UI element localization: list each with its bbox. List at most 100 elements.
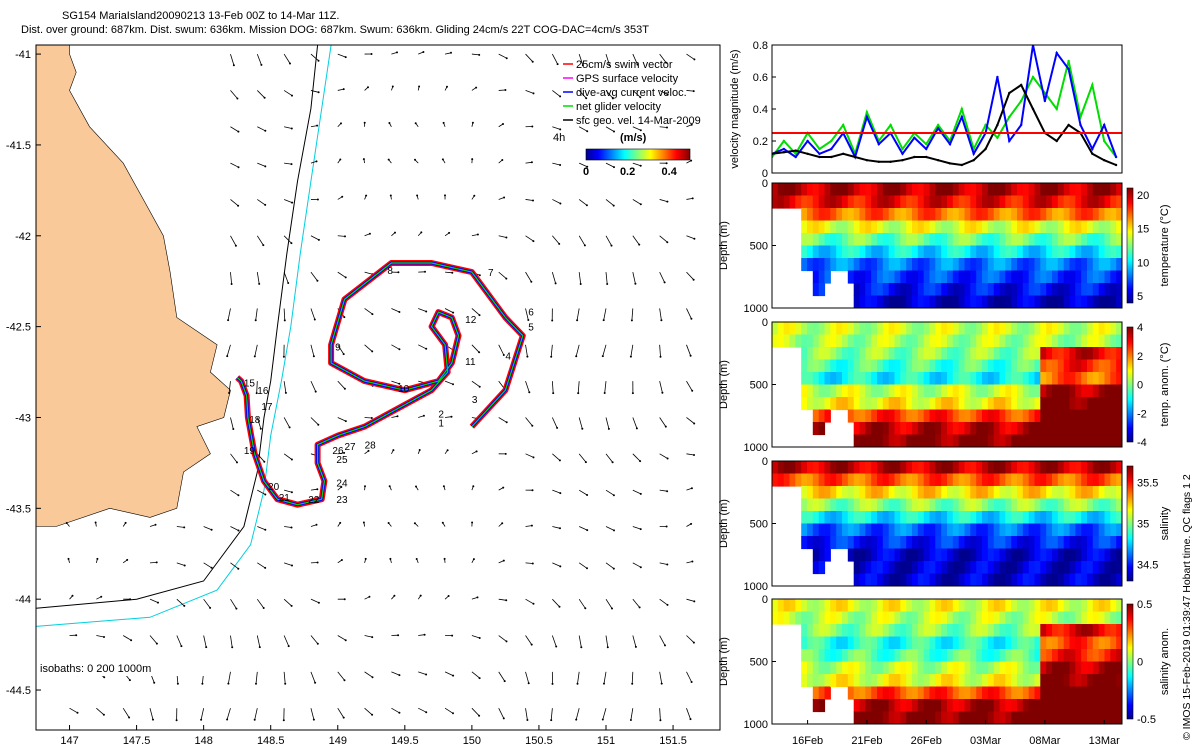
section-cell bbox=[970, 295, 977, 308]
section-cell bbox=[1092, 208, 1100, 222]
section-cell bbox=[824, 183, 831, 197]
sfc-arrow-head bbox=[638, 243, 641, 246]
section-cell bbox=[1069, 686, 1076, 700]
section-cell bbox=[847, 649, 855, 663]
section-cell bbox=[812, 699, 820, 713]
sfc-arrow bbox=[525, 53, 533, 62]
sfc-arrow bbox=[659, 708, 661, 721]
section-cell bbox=[877, 183, 884, 197]
sfc-arrow bbox=[337, 452, 345, 455]
section-cell bbox=[929, 322, 936, 336]
section-cell bbox=[982, 498, 989, 512]
section-cell bbox=[847, 183, 855, 197]
section-cell bbox=[812, 473, 820, 487]
section-cell bbox=[1046, 636, 1053, 650]
section-cell bbox=[1104, 409, 1111, 423]
section-cell bbox=[888, 548, 896, 562]
section-cell bbox=[935, 686, 942, 700]
section-cell bbox=[1046, 397, 1053, 411]
section-cell bbox=[1005, 599, 1012, 613]
section-cell bbox=[1022, 561, 1030, 575]
section-cell bbox=[1011, 270, 1018, 284]
section-cell bbox=[842, 183, 849, 197]
section-cell bbox=[894, 334, 901, 348]
section-cell bbox=[947, 636, 954, 650]
sfc-arrow bbox=[254, 344, 258, 357]
section-cell bbox=[882, 573, 890, 586]
sfc-arrow-head bbox=[317, 91, 320, 94]
section-cell bbox=[935, 711, 942, 724]
section-cell bbox=[1075, 473, 1082, 487]
section-cell bbox=[999, 347, 1006, 361]
velocity-point bbox=[913, 136, 916, 139]
section-cell bbox=[783, 461, 791, 475]
sfc-arrow bbox=[149, 635, 158, 644]
section-cell bbox=[1005, 611, 1012, 625]
section-cell bbox=[1081, 233, 1088, 247]
section-cell bbox=[1087, 498, 1094, 512]
section-cell bbox=[958, 699, 966, 713]
section-cell bbox=[1052, 397, 1059, 411]
section-cell bbox=[935, 536, 942, 550]
section-cell bbox=[1110, 636, 1117, 650]
section-cell bbox=[947, 245, 954, 259]
section-cell bbox=[818, 220, 826, 234]
sfc-arrow-head bbox=[342, 716, 345, 719]
section-cell bbox=[1052, 711, 1059, 724]
section-cell bbox=[900, 322, 907, 336]
sfc-arrow bbox=[256, 272, 260, 284]
sfc-arrow bbox=[364, 671, 373, 678]
sfc-arrow bbox=[310, 53, 319, 62]
section-cell bbox=[947, 233, 954, 247]
map-frame bbox=[35, 44, 721, 731]
sfc-arrow bbox=[552, 526, 561, 529]
section-cell bbox=[882, 511, 890, 525]
sfc-arrow bbox=[283, 90, 293, 96]
sfc-arrow bbox=[605, 562, 615, 569]
sfc-arrow bbox=[578, 126, 588, 132]
sfc-arrow-head bbox=[693, 58, 696, 61]
section-cell bbox=[836, 486, 843, 500]
sfc-arrow-head bbox=[692, 90, 695, 93]
section-cell bbox=[888, 283, 896, 297]
sfc-arrow bbox=[391, 707, 400, 714]
section-cell bbox=[912, 245, 919, 259]
section-cell bbox=[1028, 573, 1036, 586]
sfc-arrow-head bbox=[124, 521, 127, 524]
section-cell bbox=[801, 347, 808, 361]
section-cell bbox=[958, 384, 966, 398]
section-cell bbox=[935, 220, 942, 234]
section-cell bbox=[859, 523, 866, 537]
section-cell bbox=[1028, 195, 1036, 209]
section-cell bbox=[1092, 461, 1100, 475]
sfc-arrow-head bbox=[689, 354, 692, 357]
sfc-arrow-head bbox=[312, 718, 315, 721]
section-cell bbox=[830, 486, 837, 500]
section-cell bbox=[1110, 295, 1117, 308]
section-cell bbox=[1063, 461, 1071, 475]
section-cell bbox=[824, 674, 831, 688]
section-cell bbox=[993, 359, 1001, 373]
section-cell bbox=[847, 536, 855, 550]
section-cell bbox=[812, 334, 820, 348]
section-cell bbox=[824, 498, 831, 512]
section-cell bbox=[1069, 434, 1076, 447]
section-cell bbox=[952, 523, 960, 537]
section-cell bbox=[958, 233, 966, 247]
section-cell bbox=[859, 295, 866, 308]
section-cell bbox=[923, 422, 931, 436]
section-cell bbox=[812, 649, 820, 663]
section-cell bbox=[941, 322, 948, 336]
section-cell bbox=[789, 195, 796, 209]
section-cell bbox=[1104, 498, 1111, 512]
section-cell bbox=[836, 498, 843, 512]
section-cell bbox=[807, 334, 814, 348]
section-cell bbox=[1011, 258, 1018, 272]
sfc-arrow-head bbox=[478, 385, 481, 388]
sfc-arrow-head bbox=[317, 423, 320, 426]
sfc-arrow-head bbox=[314, 390, 317, 393]
sfc-arrow-head bbox=[502, 559, 505, 562]
section-cell bbox=[1028, 636, 1036, 650]
section-cell bbox=[1087, 486, 1094, 500]
section-cell bbox=[1017, 611, 1024, 625]
